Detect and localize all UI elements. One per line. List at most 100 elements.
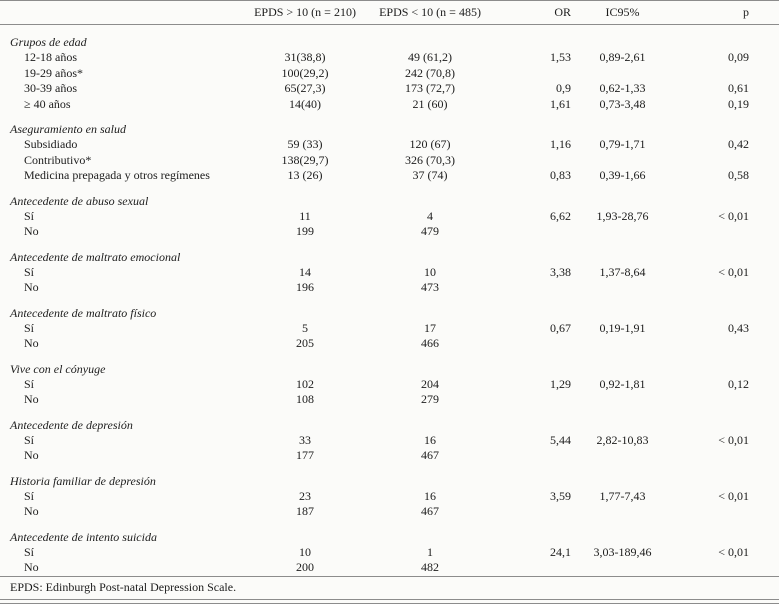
cell-p [670,153,779,169]
cell-epds-lt10: 4 [427,208,433,223]
data-row: Sí 33 16 5,44 2,82-10,83 < 0,01 [0,433,779,449]
data-row: Sí 14 10 3,38 1,37-8,64 < 0,01 [0,265,779,281]
table-footnote-row: EPDS: Edinburgh Post-natal Depression Sc… [0,575,779,600]
row-label: 19-29 años* [24,65,83,80]
cell-epds-gt10: 59 (33) [287,137,323,151]
cell-epds-gt10: 13 (26) [287,168,323,182]
cell-epds-lt10: 1 [427,544,433,559]
col-header-variable [0,0,250,25]
cell-p: < 0,01 [718,432,749,447]
col-header-epds-lt10: EPDS < 10 (n = 485) [360,0,500,25]
group-header-row: Antecedente de maltrato físico [0,296,779,321]
group-label: Vive con el cónyuge [10,361,106,376]
cell-or: 5,44 [550,432,571,447]
cell-p: 0,19 [728,96,749,111]
cell-epds-gt10: 177 [296,448,314,462]
cell-ic95 [575,280,670,296]
cell-epds-lt10: 10 [424,264,436,279]
group-header-row: Aseguramiento en salud [0,112,779,137]
cell-p: 0,61 [728,81,749,95]
cell-ic95 [575,66,670,82]
cell-or [500,560,575,576]
data-row: 30-39 años 65(27,3) 173 (72,7) 0,9 0,62-1,33… [0,81,779,97]
group-label: Antecedente de maltrato emocional [10,249,181,264]
cell-epds-lt10: 466 [421,336,439,350]
cell-ic95: 2,82-10,83 [596,432,649,447]
cell-ic95 [575,392,670,408]
cell-ic95 [575,336,670,352]
cell-ic95: 0,79-1,71 [599,137,646,151]
table-footnote: EPDS: Edinburgh Post-natal Depression Sc… [0,575,779,600]
cell-or: 3,38 [550,264,571,279]
cell-ic95 [575,504,670,520]
cell-ic95 [575,153,670,169]
cell-epds-gt10: 23 [299,488,311,503]
data-row: Sí 23 16 3,59 1,77-7,43 < 0,01 [0,489,779,505]
row-label: Sí [24,264,35,279]
cell-ic95 [575,560,670,576]
cell-or: 0,9 [556,81,571,95]
row-label: Sí [24,376,35,391]
cell-ic95: 0,92-1,81 [599,376,646,391]
row-label: 12-18 años [24,50,77,64]
cell-p [670,224,779,240]
cell-epds-lt10: 49 (61,2) [408,50,452,64]
cell-epds-lt10: 279 [421,392,439,406]
cell-ic95: 1,93-28,76 [596,208,649,223]
cell-or: 1,61 [550,96,571,111]
col-header-epds-gt10: EPDS > 10 (n = 210) [250,0,360,25]
group-header-row: Antecedente de maltrato emocional [0,240,779,265]
cell-epds-gt10: 108 [296,392,314,406]
cell-or [500,336,575,352]
data-row: No 108 279 [0,392,779,408]
cell-ic95: 1,77-7,43 [599,488,646,503]
cell-epds-lt10: 173 (72,7) [405,81,455,95]
data-row: No 199 479 [0,224,779,240]
cell-or [500,504,575,520]
data-row: Sí 5 17 0,67 0,19-1,91 0,43 [0,321,779,337]
cell-p: < 0,01 [718,264,749,279]
data-row: Subsidiado 59 (33) 120 (67) 1,16 0,79-1,71 0,… [0,137,779,153]
row-label: Sí [24,544,35,559]
row-label: 30-39 años [24,81,77,95]
cell-epds-lt10: 37 (74) [412,168,448,182]
cell-or [500,280,575,296]
cell-epds-gt10: 200 [296,560,314,574]
cell-epds-lt10: 204 [421,376,439,391]
cell-p [670,448,779,464]
cell-epds-gt10: 196 [296,280,314,294]
table-bottom-rule [0,602,779,604]
group-header-row: Vive con el cónyuge [0,352,779,377]
cell-p [670,336,779,352]
cell-ic95: 0,19-1,91 [599,320,646,335]
cell-epds-gt10: 65(27,3) [284,81,326,95]
cell-p: < 0,01 [718,488,749,503]
cell-epds-gt10: 187 [296,504,314,518]
cell-epds-lt10: 17 [424,320,436,335]
cell-epds-gt10: 102 [296,376,314,391]
cell-or [500,448,575,464]
data-row: Sí 10 1 24,1 3,03-189,46 < 0,01 [0,545,779,561]
group-label: Aseguramiento en salud [10,122,126,136]
cell-epds-lt10: 242 (70,8) [405,65,455,80]
group-header-row: Historia familiar de depresión [0,464,779,489]
row-label: No [24,504,39,518]
cell-epds-gt10: 199 [296,224,314,238]
cell-ic95: 0,62-1,33 [599,81,646,95]
cell-epds-gt10: 33 [299,432,311,447]
row-label: No [24,336,39,350]
cell-p: 0,58 [728,168,749,182]
col-header-p: p [670,0,779,25]
cell-or [500,153,575,169]
cell-epds-lt10: 467 [421,504,439,518]
row-label: Sí [24,432,35,447]
cell-or [500,392,575,408]
row-label: No [24,280,39,294]
cell-epds-lt10: 21 (60) [412,96,448,111]
cell-epds-lt10: 326 (70,3) [405,152,455,167]
group-label: Grupos de edad [10,35,87,49]
group-label: Antecedente de intento suicida [10,529,157,544]
cell-or [500,66,575,82]
